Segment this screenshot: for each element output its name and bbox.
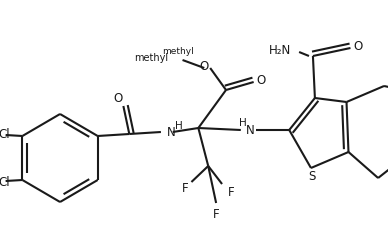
Text: H: H (175, 121, 182, 131)
Text: N: N (167, 126, 176, 138)
Text: N: N (246, 124, 255, 136)
Text: methyl: methyl (162, 48, 194, 56)
Text: F: F (213, 208, 220, 220)
Text: H₂N: H₂N (269, 44, 291, 57)
Text: O: O (200, 60, 209, 74)
Text: O: O (256, 74, 265, 88)
Text: H: H (239, 118, 247, 128)
Text: Cl: Cl (0, 176, 10, 188)
Text: F: F (228, 186, 234, 198)
Text: F: F (182, 182, 189, 194)
Text: O: O (354, 40, 363, 54)
Text: S: S (308, 170, 315, 182)
Text: methyl: methyl (135, 53, 169, 63)
Text: O: O (114, 92, 123, 106)
Text: Cl: Cl (0, 128, 10, 140)
